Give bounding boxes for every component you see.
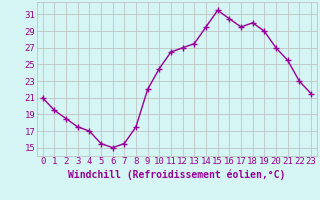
X-axis label: Windchill (Refroidissement éolien,°C): Windchill (Refroidissement éolien,°C) [68,169,285,180]
